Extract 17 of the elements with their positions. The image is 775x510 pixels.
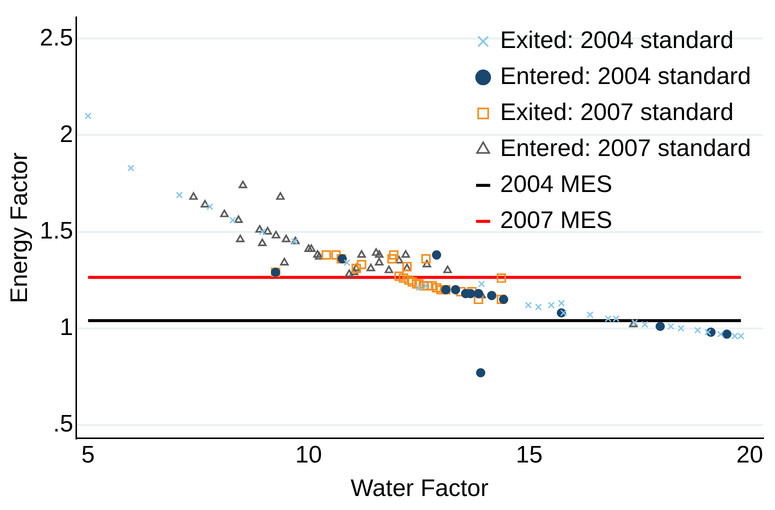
legend-label: Entered: 2007 standard [500, 135, 752, 162]
legend-label: 2004 MES [500, 171, 612, 198]
x-axis-title: Water Factor [350, 475, 488, 502]
x-tick-label: 15 [516, 441, 543, 468]
y-axis-title: Energy Factor [6, 152, 34, 304]
legend-label: Exited: 2007 standard [500, 99, 734, 126]
y-tick-label: 1.5 [40, 217, 74, 244]
y-tick-label: .5 [53, 410, 74, 438]
legend-label: Entered: 2004 standard [500, 63, 752, 90]
x-tick-label: 20 [736, 441, 764, 468]
y-tick-label: 2 [60, 120, 74, 148]
x-tick-label: 10 [295, 441, 322, 468]
y-tick-label: 1 [60, 314, 74, 341]
legend-label: 2007 MES [500, 207, 612, 234]
y-tick-label: 2.5 [40, 24, 74, 52]
x-tick-label: 5 [81, 441, 95, 468]
legend-label: Exited: 2004 standard [500, 27, 734, 54]
